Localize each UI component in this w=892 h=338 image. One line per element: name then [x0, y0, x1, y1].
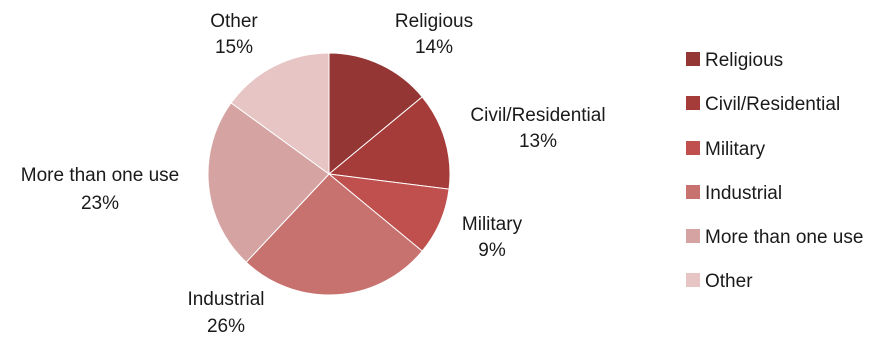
- label-name-military: Military: [462, 214, 523, 235]
- legend: Religious Civil/Residential Military Ind…: [686, 50, 863, 292]
- slice-labels: Religious 14% Civil/Residential 13% Mili…: [21, 11, 606, 337]
- legend-item-industrial: Industrial: [705, 183, 782, 204]
- pie-slice-civil-residential: [327, 96, 451, 190]
- label-value-religious: 14%: [415, 37, 453, 58]
- label-value-other: 15%: [215, 37, 253, 58]
- label-value-civil-residential: 13%: [519, 131, 557, 152]
- label-name-civil-residential: Civil/Residential: [470, 105, 605, 126]
- label-name-other: Other: [210, 11, 258, 32]
- legend-swatch-industrial: [686, 185, 700, 199]
- pie-slice-other: [230, 52, 330, 175]
- legend-swatch-civil-residential: [686, 96, 700, 110]
- pie-slice-industrial: [245, 173, 423, 296]
- legend-swatch-religious: [686, 52, 700, 66]
- pie-slices: [207, 52, 451, 296]
- legend-item-civil-residential: Civil/Residential: [705, 94, 840, 115]
- label-name-more-than-one-use: More than one use: [21, 165, 179, 186]
- legend-swatch-military: [686, 141, 700, 155]
- label-name-industrial: Industrial: [187, 289, 264, 310]
- label-value-industrial: 26%: [207, 316, 245, 337]
- legend-swatch-other: [686, 273, 700, 287]
- label-value-military: 9%: [478, 240, 506, 261]
- pie-slice-more-than-one-use: [207, 102, 330, 263]
- label-value-more-than-one-use: 23%: [81, 193, 119, 214]
- legend-item-religious: Religious: [705, 50, 783, 71]
- legend-item-military: Military: [705, 139, 766, 160]
- pie-slice-religious: [328, 52, 423, 176]
- legend-item-other: Other: [705, 271, 753, 292]
- label-name-religious: Religious: [395, 11, 473, 32]
- legend-item-more-than-one-use: More than one use: [705, 227, 863, 248]
- legend-swatch-more-than-one-use: [686, 229, 700, 243]
